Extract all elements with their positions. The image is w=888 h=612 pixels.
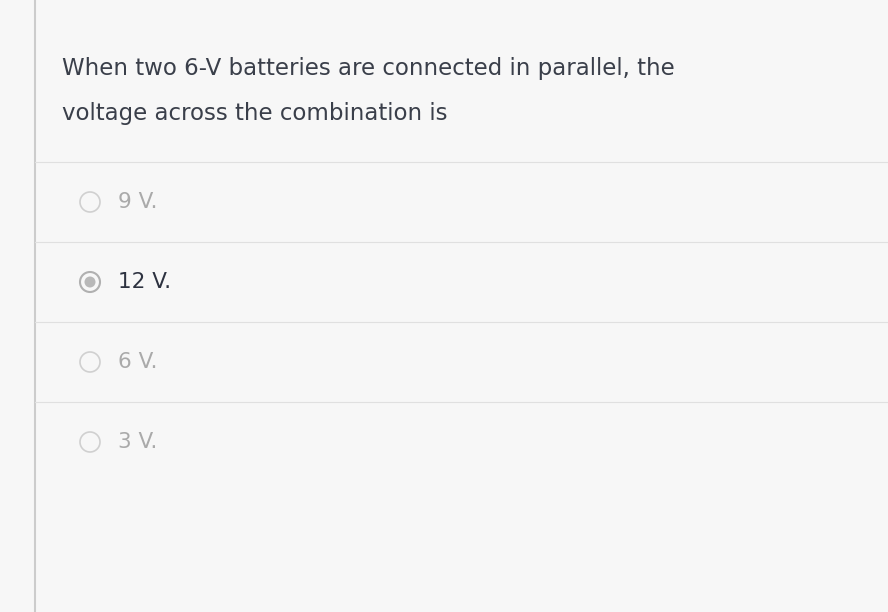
Text: When two 6-V batteries are connected in parallel, the: When two 6-V batteries are connected in … [62,57,675,80]
Circle shape [80,272,100,292]
Circle shape [80,192,100,212]
Circle shape [80,352,100,372]
Text: 9 V.: 9 V. [118,192,157,212]
Text: voltage across the combination is: voltage across the combination is [62,102,448,125]
Text: 12 V.: 12 V. [118,272,171,292]
Circle shape [80,432,100,452]
Text: 6 V.: 6 V. [118,352,157,372]
Circle shape [84,277,96,288]
Text: 3 V.: 3 V. [118,432,157,452]
